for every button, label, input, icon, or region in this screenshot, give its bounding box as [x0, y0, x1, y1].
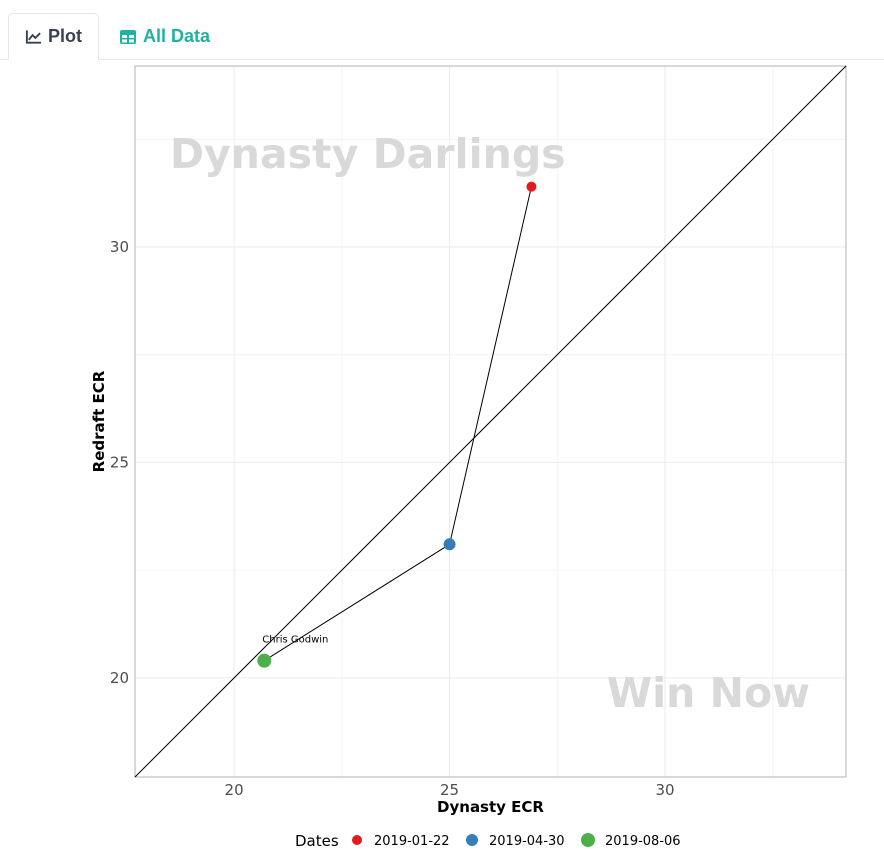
tab-plot[interactable]: Plot [8, 13, 99, 60]
trajectory-segment [264, 543, 450, 662]
y-tick-label: 20 [110, 669, 129, 687]
tab-all-data-label: All Data [143, 26, 211, 46]
tab-all-data[interactable]: All Data [103, 13, 226, 60]
x-tick-label: 25 [440, 781, 459, 799]
data-point-2019-01-22 [526, 181, 537, 192]
trajectory-lines [264, 186, 532, 662]
line-chart-icon [25, 29, 42, 44]
legend-label-2019-08-06: 2019-08-06 [605, 834, 681, 849]
legend: Dates 2019-01-22 2019-04-30 2019-08-06 [295, 832, 681, 850]
legend-title: Dates [295, 832, 339, 850]
reference-line-group [134, 65, 847, 778]
legend-key-2019-08-06 [581, 833, 595, 847]
watermark-upper-left: Dynasty Darlings [170, 130, 566, 178]
data-point-2019-08-06 [257, 653, 272, 668]
trajectory-segment [449, 186, 532, 545]
table-icon [120, 29, 136, 44]
legend-label-2019-04-30: 2019-04-30 [489, 834, 565, 849]
point-label-player: Chris Godwin [262, 635, 328, 646]
x-tick-label: 20 [225, 781, 244, 799]
legend-label-2019-01-22: 2019-01-22 [374, 834, 450, 849]
grid-minor [135, 66, 846, 777]
x-tick-label: 30 [655, 781, 674, 799]
data-points [257, 181, 537, 668]
y-tick-label: 25 [110, 453, 129, 471]
reference-line-y-equals-x [134, 65, 847, 778]
x-tick-labels: 20 25 30 [225, 781, 675, 799]
legend-key-2019-04-30 [466, 834, 478, 846]
y-axis-title: Redraft ECR [90, 370, 108, 472]
tab-bar: Plot All Data [0, 0, 884, 60]
watermark-lower-right: Win Now [607, 669, 810, 717]
plot-panel-border [134, 65, 847, 778]
data-point-2019-04-30 [443, 538, 456, 551]
tab-bar-divider [0, 59, 884, 60]
grid-major [135, 66, 846, 777]
y-tick-label: 30 [110, 238, 129, 256]
tab-plot-label: Plot [48, 26, 82, 46]
x-axis-title: Dynasty ECR [437, 798, 544, 816]
legend-key-2019-01-22 [352, 835, 362, 845]
y-tick-labels: 20 25 30 [110, 238, 129, 687]
